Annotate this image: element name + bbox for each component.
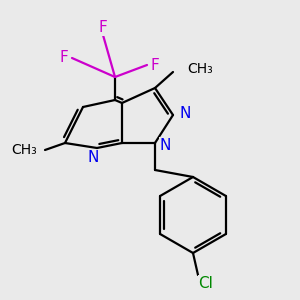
Text: N: N bbox=[87, 151, 99, 166]
Text: F: F bbox=[99, 20, 107, 35]
Text: CH₃: CH₃ bbox=[187, 62, 213, 76]
Text: N: N bbox=[159, 137, 171, 152]
Text: N: N bbox=[179, 106, 191, 121]
Text: CH₃: CH₃ bbox=[11, 143, 37, 157]
Text: F: F bbox=[60, 50, 68, 65]
Text: Cl: Cl bbox=[199, 275, 213, 290]
Text: F: F bbox=[151, 58, 159, 73]
